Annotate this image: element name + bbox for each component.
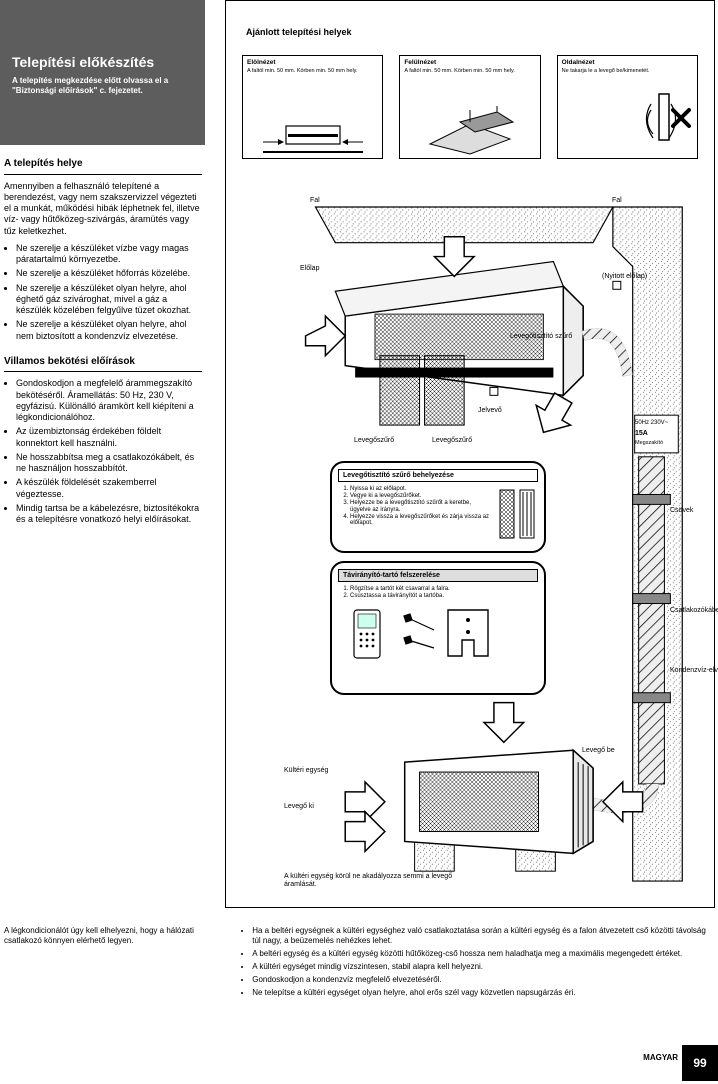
page-number: 99 xyxy=(693,1056,706,1070)
list-item: Mindig tartsa be a kábelezésre, biztosít… xyxy=(16,503,202,526)
list-item: A kültéri egységet mindig vízszintesen, … xyxy=(252,962,712,972)
label-open-panel: (Nyitott előlap) xyxy=(602,273,647,281)
side-x-icon xyxy=(558,90,697,154)
list-item: A készülék földelését szakemberrel végez… xyxy=(16,477,202,500)
clearance-icon xyxy=(243,104,382,154)
list-item: A beltéri egység és a kültéri egység köz… xyxy=(252,949,712,959)
label-air-note: A kültéri egység körül ne akadályozza se… xyxy=(284,873,464,888)
figure-frame: Ajánlott telepítési helyek Elölnézet A f… xyxy=(225,0,715,908)
label-filter-2: Levegőszűrő xyxy=(432,437,472,445)
list-item: Ne szerelje a készüléket hőforrás közelé… xyxy=(16,268,202,279)
panel-top-view: Felülnézet A faltól min. 50 mm. Körben m… xyxy=(399,55,540,159)
label-power-1: 50Hz 230V~ xyxy=(635,420,668,427)
list-item: Ne hosszabbítsa meg a csatlakozókábelt, … xyxy=(16,452,202,475)
label-air-clean: Levegőtisztító szűrő xyxy=(510,333,572,341)
panel-row: Elölnézet A faltól min. 50 mm. Körben mi… xyxy=(242,55,698,159)
left-list-2: Gondoskodjon a megfelelő árammegszakító … xyxy=(4,378,202,525)
remote-holder-icon xyxy=(338,600,538,666)
topview-icon xyxy=(400,104,539,154)
panel-title: Felülnézet xyxy=(404,59,535,66)
callout-filter: Levegőtisztító szűrő behelyezése Nyissa … xyxy=(330,461,546,553)
callout-body: Rögzítse a tartót két csavarral a falra.… xyxy=(332,586,544,675)
list-item: Az üzembiztonság érdekében földelt konne… xyxy=(16,426,202,449)
callout-title: Levegőtisztító szűrő behelyezése xyxy=(338,469,538,482)
left-column: A telepítés helye Amennyiben a felhaszná… xyxy=(4,158,202,531)
callout-remote-holder: Távirányító-tartó felszerelése Rögzítse … xyxy=(330,561,546,695)
list-item: Helyezze be a levegőtisztító szűrőt a ke… xyxy=(350,500,490,514)
panel-title: Elölnézet xyxy=(247,59,378,66)
panel-body: A faltól min. 50 mm. Körben min. 50 mm h… xyxy=(404,68,535,74)
bottom-notes: A légkondicionálót úgy kell elhelyezni, … xyxy=(4,926,714,1001)
panel-body: Ne takarja le a levegő be/kimenetét. xyxy=(562,68,693,74)
list-item: Gondoskodjon a kondenzvíz megfelelő elve… xyxy=(252,975,712,985)
filter-insert-icon xyxy=(496,486,538,542)
label-pipes: Csövek xyxy=(670,507,693,515)
left-paragraph-1: Amennyiben a felhasználó telepítené a be… xyxy=(4,181,202,237)
label-air-out: Levegő ki xyxy=(284,803,314,811)
list-item: Ne szerelje a készüléket vízbe vagy maga… xyxy=(16,243,202,266)
bottom-list: Ha a beltéri egységnek a kültéri egységh… xyxy=(238,926,712,998)
label-front-panel: Előlap xyxy=(300,265,319,273)
list-item: Gondoskodjon a megfelelő árammegszakító … xyxy=(16,378,202,423)
list-item: Rögzítse a tartót két csavarral a falra. xyxy=(350,586,538,593)
installation-diagram: Fal Fal Előlap (Nyitott előlap) Levegősz… xyxy=(282,207,686,891)
list-item: Helyezze vissza a levegőszűrőket és zárj… xyxy=(350,514,490,528)
language-tag: MAGYAR xyxy=(643,1053,678,1062)
bottom-left-text: A légkondicionálót úgy kell elhelyezni, … xyxy=(4,926,230,946)
list-item: Ha a beltéri egységnek a kültéri egységh… xyxy=(252,926,712,946)
label-filter-1: Levegőszűrő xyxy=(354,437,394,445)
list-item: Vegye ki a levegőszűrőket. xyxy=(350,493,490,500)
label-cord: Csatlakozókábel xyxy=(670,607,718,615)
panel-body: A faltól min. 50 mm. Körben min. 50 mm h… xyxy=(247,68,378,74)
panel-side-view: Oldalnézet Ne takarja le a levegő be/kim… xyxy=(557,55,698,159)
side-subtitle: A telepítés megkezdése előtt olvassa el … xyxy=(12,76,193,95)
label-wall-left: Fal xyxy=(310,197,320,205)
label-outdoor: Kültéri egység xyxy=(284,767,328,775)
callout-title: Távirányító-tartó felszerelése xyxy=(338,569,538,582)
list-item: Csúsztassa a távirányítót a tartóba. xyxy=(350,593,538,600)
list-item: Ne szerelje a készüléket olyan helyre, a… xyxy=(16,283,202,317)
left-heading-2: Villamos bekötési előírások xyxy=(4,356,202,373)
label-air-in: Levegő be xyxy=(582,747,615,755)
list-item: Ne telepítse a kültéri egységet olyan he… xyxy=(252,988,712,998)
label-wall-right: Fal xyxy=(612,197,622,205)
panel-title: Oldalnézet xyxy=(562,59,693,66)
list-item: Ne szerelje a készüléket olyan helyre, a… xyxy=(16,319,202,342)
label-power-2: 15A xyxy=(635,430,648,438)
page-number-chip: 99 xyxy=(682,1045,718,1081)
list-item: Nyissa ki az előlapot. xyxy=(350,486,490,493)
left-list-1: Ne szerelje a készüléket vízbe vagy maga… xyxy=(4,243,202,342)
left-heading-1: A telepítés helye xyxy=(4,158,202,175)
label-power-3: Megszakító xyxy=(635,440,663,446)
callout-body: Nyissa ki az előlapot. Vegye ki a levegő… xyxy=(332,486,544,548)
figure-top-note: Ajánlott telepítési helyek xyxy=(246,27,694,37)
label-drain: Kondenzvíz-elvezető cső xyxy=(670,667,718,675)
panel-front-view: Elölnézet A faltól min. 50 mm. Körben mi… xyxy=(242,55,383,159)
side-title: Telepítési előkészítés xyxy=(12,54,193,71)
side-heading-block: Telepítési előkészítés A telepítés megke… xyxy=(0,0,205,145)
label-receiver: Jelvevő xyxy=(478,407,502,415)
